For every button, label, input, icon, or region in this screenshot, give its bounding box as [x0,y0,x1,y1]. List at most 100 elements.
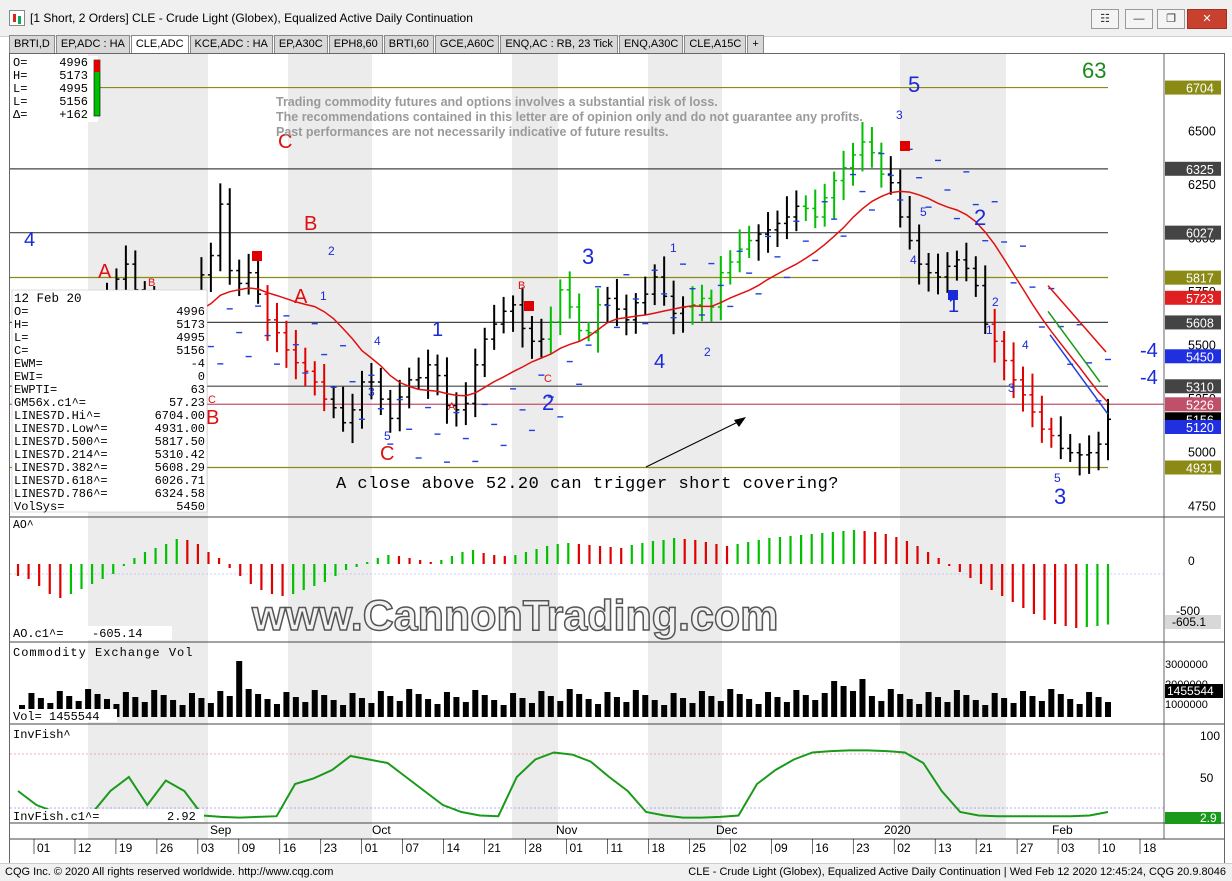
volume-bar [642,695,649,717]
volume-bar [935,697,942,717]
day-label: 25 [692,841,706,855]
volume-bar [1095,697,1102,717]
tab-4[interactable]: EP,A30C [273,35,328,53]
price-tag [1165,397,1221,412]
status-bar: CQG Inc. © 2020 All rights reserved worl… [0,863,1232,881]
tab-5[interactable]: EPH8,60 [328,35,383,53]
study-value: 5817.50 [155,435,205,449]
day-label: 03 [1061,841,1075,855]
volume-bar [783,702,790,717]
wave-label: C [278,131,292,153]
volume-bar [349,693,356,717]
wave-label: 2 [328,244,335,258]
volume-bar [141,702,148,717]
tab-1[interactable]: EP,ADC : HA [55,35,130,53]
study-label: VolSys= [14,500,64,514]
chart-tab-bar: BRTI,D EP,ADC : HA CLE,ADC KCE,ADC : HA EP,A… [9,35,765,53]
tab-2[interactable]: CLE,ADC [130,35,189,53]
volume-bar [925,692,932,717]
volume-bar [160,695,167,717]
study-value: 63 [191,383,205,397]
price-tag-label: 5608 [1186,316,1214,330]
maximize-button[interactable]: ❐ [1157,9,1185,29]
wave-label: 1 [986,323,993,337]
invfish-tick-50: 50 [1200,771,1214,785]
study-label: EWI= [14,370,43,384]
close-button[interactable]: ✕ [1187,9,1227,29]
volume-bar [94,694,101,717]
volume-bar [103,699,110,717]
volume-bar [1038,701,1045,717]
volume-bar [264,699,271,717]
minimize-button[interactable]: — [1125,9,1153,29]
volume-bar [321,695,328,717]
wave-label: A [98,261,112,283]
volume-bar [340,705,347,717]
tab-11[interactable]: + [747,35,764,53]
tab-0[interactable]: BRTI,D [9,35,55,53]
wave-label: 3 [582,244,594,269]
month-label: Dec [716,823,737,837]
volume-bar [812,700,819,717]
study-value: 6026.71 [155,474,205,488]
volume-bar [802,695,809,717]
wave-label: C [208,394,216,406]
volume-bar [179,705,186,717]
watermark: www.CannonTrading.com [251,592,778,640]
day-label: 14 [447,841,461,855]
study-value: -4 [191,357,205,371]
vol-tag: 1455544 [1167,684,1214,698]
volume-bar [793,690,800,717]
day-label: 09 [774,841,788,855]
volume-bar [765,692,772,717]
month-label: Oct [372,823,391,837]
month-label: Nov [556,823,577,837]
volume-bar [236,661,243,717]
session-shade [900,54,1006,839]
volume-bar [406,689,413,717]
tab-3[interactable]: KCE,ADC : HA [189,35,273,53]
session-shade [648,54,722,839]
window-title: [1 Short, 2 Orders] CLE - Crude Light (G… [30,11,473,25]
vol-tick-1m: 1000000 [1165,699,1208,711]
volume-bar [916,704,923,717]
volume-bar [415,694,422,717]
price-tag [1165,315,1221,330]
ao-readout-value: -605.14 [92,627,142,641]
volume-bar [226,696,233,717]
tab-8[interactable]: ENQ,AC : RB, 23 Tick [500,35,618,53]
day-label: 02 [733,841,747,855]
tab-9[interactable]: ENQ,A30C [618,35,684,53]
volume-bar [1067,699,1074,717]
volume-bar [519,698,526,717]
study-value: 6324.58 [155,487,205,501]
day-label: 01 [570,841,584,855]
ao-tag: -605.1 [1172,615,1206,629]
price-tag [1165,161,1221,176]
volume-bar [151,690,158,717]
tab-6[interactable]: BRTI,60 [383,35,434,53]
day-label: 26 [160,841,174,855]
price-tag-label: 5226 [1186,398,1214,412]
session-shade [288,54,372,839]
volume-bar [170,700,177,717]
volume-bar [698,691,705,717]
price-tag-label: 6704 [1186,82,1214,96]
study-label: GM56x.c1^= [14,396,86,410]
volume-bar [472,690,479,717]
price-tag-label: 6027 [1186,227,1214,241]
volume-bar [680,698,687,717]
volume-bar [1029,696,1036,717]
wave-count-number: 63 [1082,58,1106,83]
day-label: 07 [406,841,420,855]
volume-bar [538,691,545,717]
wave-label: A [294,286,308,308]
link-icon[interactable]: ☷ [1091,9,1119,29]
study-value: 0 [198,370,205,384]
volume-bar [774,697,781,717]
tab-7[interactable]: GCE,A60C [434,35,500,53]
disclaimer: Trading commodity futures and options in… [276,95,863,139]
tab-10[interactable]: CLE,A15C [684,35,747,53]
